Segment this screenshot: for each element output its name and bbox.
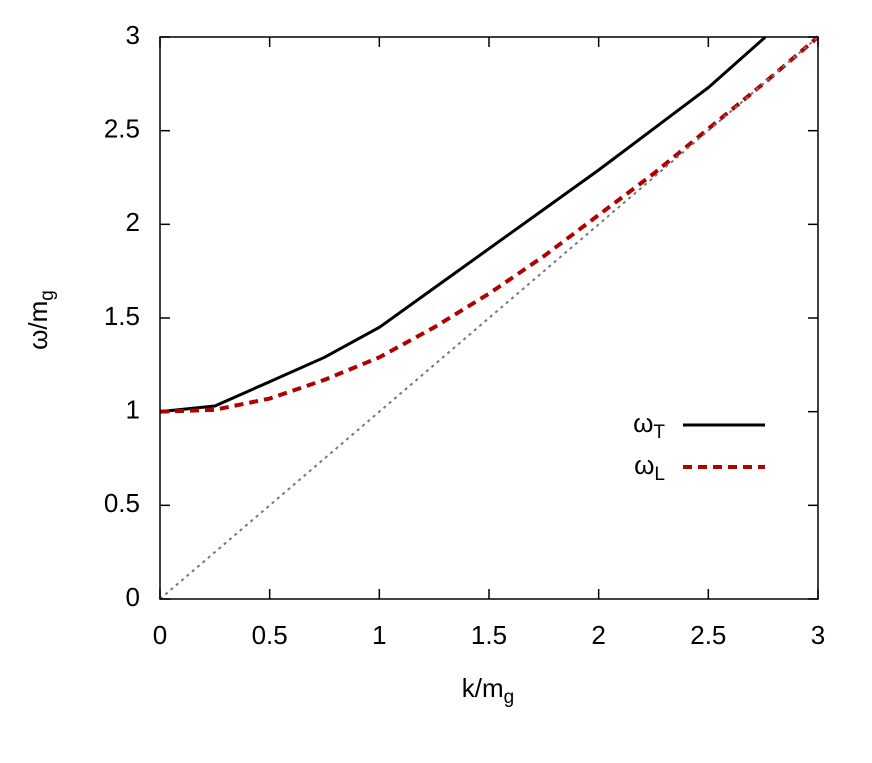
x-tick-label: 2 [591, 620, 605, 650]
x-tick-label: 1.5 [471, 620, 507, 650]
y-axis-label: ω/mg [23, 290, 58, 350]
y-tick-label: 0 [126, 582, 140, 612]
x-tick-label: 3 [811, 620, 825, 650]
series-line [159, 35, 820, 414]
x-axis-label: k/mg [462, 673, 514, 708]
x-tick-label: 0.5 [252, 620, 288, 650]
y-tick-label: 1 [126, 395, 140, 425]
series-line [159, 35, 767, 414]
x-tick-label: 1 [372, 620, 386, 650]
series-line [159, 36, 819, 600]
legend-label: ωT [633, 408, 665, 443]
y-tick-label: 2 [126, 207, 140, 237]
x-tick-label: 2.5 [690, 620, 726, 650]
y-tick-label: 0.5 [104, 488, 140, 518]
y-tick-label: 3 [126, 20, 140, 50]
plot-frame [159, 36, 819, 600]
y-tick-label: 1.5 [104, 301, 140, 331]
x-tick-label: 0 [153, 620, 167, 650]
legend-label: ωL [634, 450, 665, 485]
y-tick-label: 2.5 [104, 114, 140, 144]
